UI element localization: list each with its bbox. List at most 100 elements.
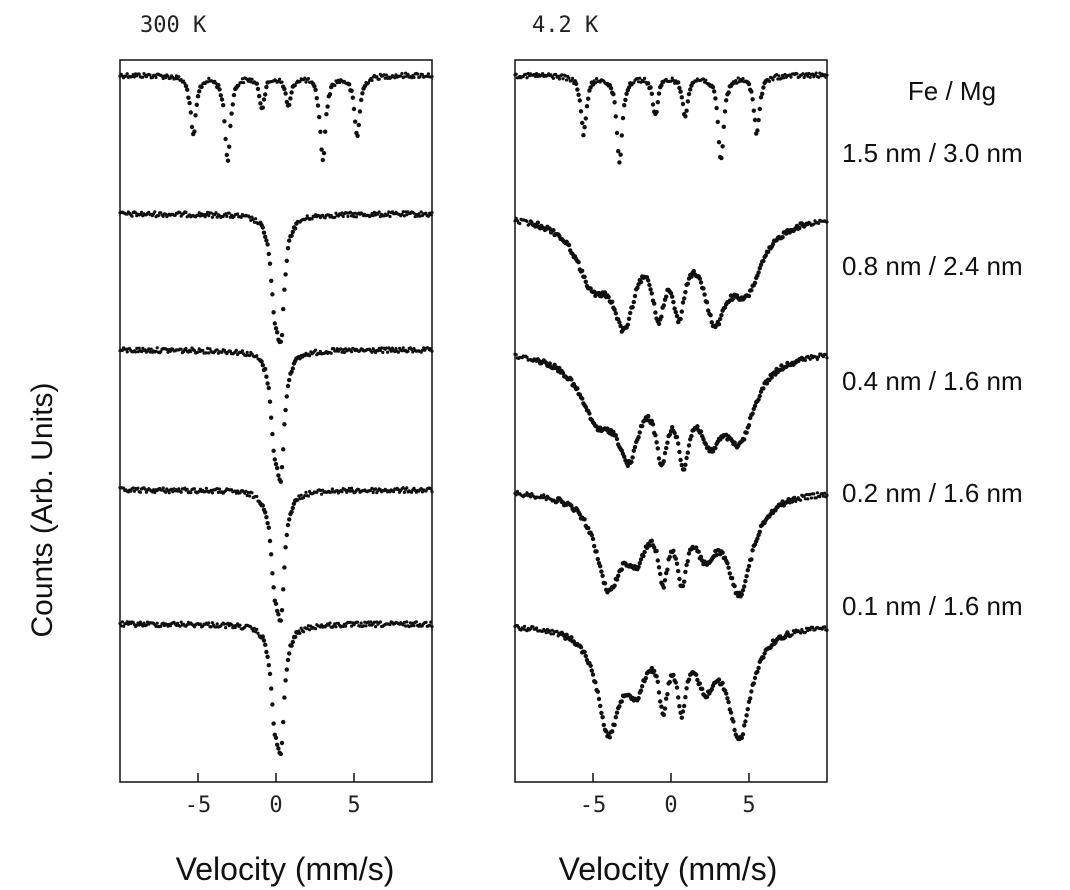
data-point	[149, 347, 153, 351]
data-point	[341, 214, 345, 219]
data-point	[701, 77, 706, 81]
data-point	[308, 628, 312, 632]
data-point	[411, 350, 415, 354]
data-point	[671, 672, 676, 678]
data-point	[761, 386, 766, 391]
data-point	[757, 106, 762, 112]
data-point	[731, 719, 736, 724]
data-point	[600, 573, 605, 578]
data-point	[569, 79, 574, 83]
data-point	[399, 74, 403, 78]
data-point	[569, 377, 574, 382]
data-point	[577, 98, 582, 103]
data-point	[411, 621, 415, 625]
data-point	[533, 74, 538, 78]
data-point	[260, 225, 265, 230]
data-point	[328, 621, 332, 625]
data-point	[189, 124, 195, 130]
data-point	[192, 487, 196, 491]
data-point	[325, 104, 330, 109]
data-point	[635, 77, 640, 81]
data-point	[764, 381, 770, 386]
data-point	[610, 299, 615, 304]
data-point	[197, 89, 202, 94]
sample-label: 0.2 nm / 1.6 nm	[842, 478, 1023, 508]
data-point	[429, 620, 433, 624]
data-point	[194, 102, 199, 108]
data-point	[293, 634, 298, 640]
data-point	[137, 72, 141, 76]
data-point	[276, 746, 281, 751]
data-point	[758, 262, 764, 267]
data-point	[282, 86, 287, 92]
data-point	[269, 552, 274, 557]
data-point	[329, 490, 333, 494]
data-point	[303, 354, 307, 358]
data-point	[636, 435, 641, 440]
data-point	[664, 294, 669, 299]
data-point	[248, 494, 252, 498]
data-point	[430, 211, 434, 215]
data-point	[680, 583, 686, 589]
data-point	[750, 97, 755, 102]
data-point	[726, 699, 731, 705]
data-point	[551, 76, 556, 80]
data-point	[353, 211, 357, 215]
data-point	[284, 258, 289, 263]
data-point	[766, 249, 771, 254]
data-point	[671, 548, 676, 553]
data-point	[298, 79, 302, 84]
data-point	[725, 696, 730, 701]
data-point	[349, 88, 354, 94]
data-point	[757, 266, 762, 271]
data-point	[799, 631, 803, 635]
data-point	[137, 623, 141, 627]
data-point	[637, 430, 642, 435]
data-point	[694, 672, 699, 677]
data-point	[732, 583, 737, 589]
data-point	[140, 350, 144, 354]
data-point	[542, 493, 546, 497]
data-point	[661, 585, 666, 590]
data-point	[348, 620, 352, 624]
data-point	[821, 494, 826, 498]
data-point	[629, 459, 634, 465]
data-point	[701, 436, 706, 442]
data-point	[354, 215, 358, 219]
data-point	[812, 222, 816, 226]
data-point	[366, 81, 370, 85]
data-point	[752, 675, 758, 681]
data-point	[263, 366, 268, 372]
data-point	[182, 79, 186, 83]
data-point	[589, 668, 594, 673]
data-point	[514, 353, 518, 357]
data-point	[661, 303, 666, 308]
data-point	[521, 627, 526, 631]
data-point	[654, 109, 659, 115]
spectrum-2	[513, 216, 829, 334]
data-point	[357, 109, 363, 114]
data-point	[638, 76, 642, 80]
data-point	[655, 679, 660, 684]
data-point	[359, 97, 364, 103]
data-point	[708, 313, 713, 318]
data-point	[267, 399, 273, 404]
data-point	[305, 214, 309, 218]
data-point	[649, 91, 654, 97]
data-point	[803, 358, 808, 362]
sample-label: 1.5 nm / 3.0 nm	[842, 138, 1023, 168]
data-point	[617, 320, 622, 325]
data-point	[310, 217, 314, 221]
spectrum-4	[513, 489, 829, 599]
data-point	[377, 210, 381, 214]
data-point	[136, 350, 140, 354]
data-point	[682, 296, 687, 301]
data-point	[284, 99, 289, 105]
data-point	[132, 489, 136, 493]
data-point	[724, 691, 729, 696]
data-point	[727, 571, 732, 576]
data-point	[544, 498, 548, 502]
data-point	[761, 258, 766, 264]
data-point	[167, 491, 171, 495]
data-point	[554, 72, 558, 77]
